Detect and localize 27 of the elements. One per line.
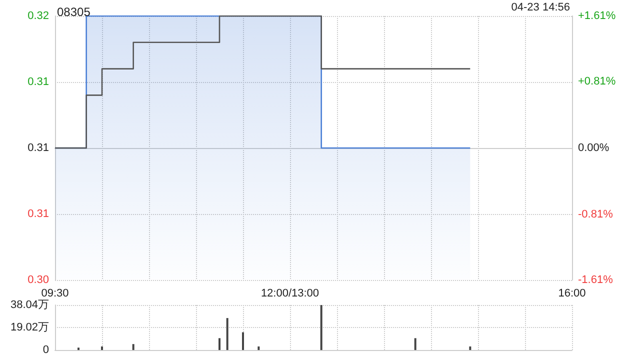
x-tick-label: 16:00 (558, 288, 586, 300)
y-tick-label: 0.31 (28, 142, 49, 154)
bar (320, 305, 322, 350)
y-tick-label: 38.04万 (10, 299, 49, 311)
y-tick-label: 0.31 (28, 208, 49, 220)
x-tick-label: 12:00/13:00 (260, 288, 320, 300)
chart-title: 08305 (57, 5, 91, 19)
y-tick-label: 19.02万 (10, 322, 49, 334)
bar (469, 346, 472, 350)
bar (101, 346, 103, 350)
text: 04-23 14:56 (511, 2, 570, 14)
y-tick-label: 0.30 (28, 274, 49, 286)
y2-tick-label: +1.61% (578, 10, 616, 22)
bar (258, 346, 260, 350)
y2-tick-label: 0.00% (578, 142, 610, 154)
y2-tick-label: -0.81% (578, 208, 614, 220)
bar (242, 332, 244, 350)
bar (132, 344, 134, 350)
x-tick-label: 09:30 (41, 288, 69, 300)
bar (414, 338, 416, 350)
bar (226, 318, 228, 350)
y-tick-label: 0.31 (28, 76, 49, 88)
y-tick-label: 0.32 (28, 10, 49, 22)
y2-tick-label: -1.61% (578, 274, 614, 286)
y-tick-label: 0 (42, 344, 49, 356)
y2-tick-label: +0.81% (578, 76, 616, 88)
bar (218, 338, 220, 350)
